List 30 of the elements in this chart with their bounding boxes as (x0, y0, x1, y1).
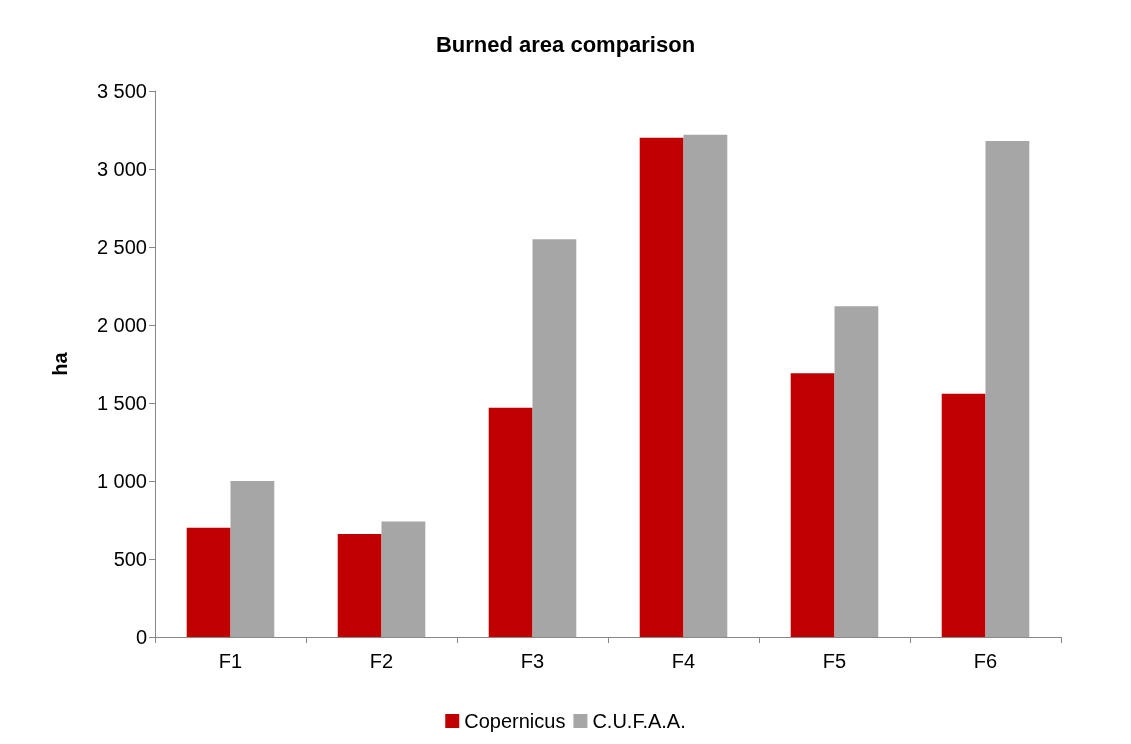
y-tick-label: 500 (113, 548, 147, 570)
x-tick-label: F5 (822, 650, 847, 672)
bar (488, 407, 533, 637)
y-tick-label: 3 500 (96, 80, 147, 102)
bar (790, 373, 835, 637)
x-tick-label: F1 (218, 650, 243, 672)
y-tick-label: 2 500 (96, 236, 147, 258)
y-tick-label: 1 000 (96, 470, 147, 492)
y-tick-label: 1 500 (96, 392, 147, 414)
legend-label: Copernicus (464, 710, 566, 732)
bar (834, 306, 879, 637)
bar (683, 134, 728, 637)
bar (337, 534, 382, 637)
x-tick-label: F6 (973, 650, 998, 672)
x-tick-label: F3 (520, 650, 545, 672)
bar (381, 521, 426, 637)
y-axis-title: ha (49, 351, 71, 376)
bar (941, 393, 986, 637)
x-tick-label: F2 (369, 650, 394, 672)
bar (532, 239, 577, 637)
y-tick-label: 0 (135, 626, 147, 648)
bar (639, 137, 684, 637)
bar (230, 481, 275, 637)
x-tick-label: F4 (671, 650, 696, 672)
bar (985, 140, 1030, 637)
legend-label: C.U.F.A.A. (592, 710, 686, 732)
y-tick-label: 3 000 (96, 158, 147, 180)
bar (186, 527, 231, 637)
y-tick-label: 2 000 (96, 314, 147, 336)
chart-title: Burned area comparison (435, 31, 696, 57)
